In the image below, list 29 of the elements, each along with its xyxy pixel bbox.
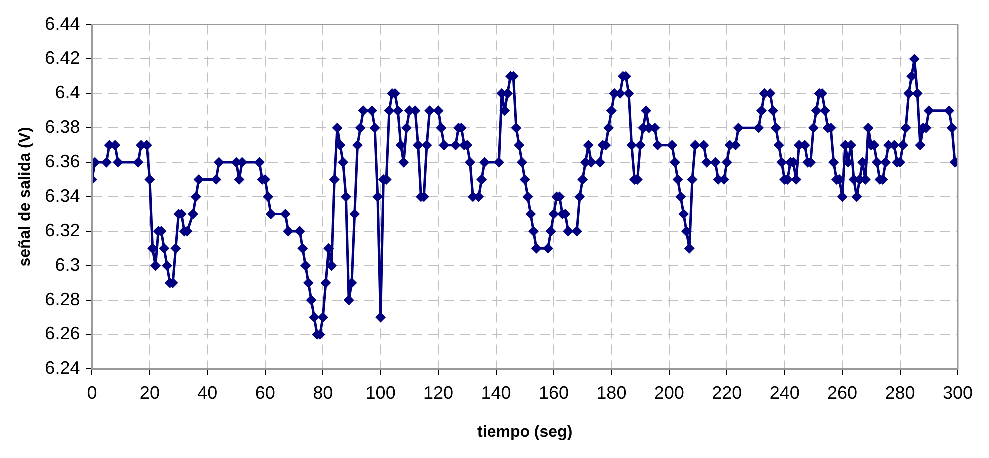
x-tick-label: 20 xyxy=(140,382,160,403)
y-tick-label: 6.42 xyxy=(45,48,80,68)
x-tick-label: 120 xyxy=(424,382,454,403)
y-tick-label: 6.44 xyxy=(45,14,80,34)
y-tick-label: 6.4 xyxy=(55,82,80,103)
x-tick-label: 0 xyxy=(87,382,98,403)
x-tick-label: 100 xyxy=(366,382,396,403)
x-tick-label: 200 xyxy=(654,382,684,403)
x-tick-label: 160 xyxy=(538,382,569,403)
y-tick-label: 6.36 xyxy=(45,152,80,172)
x-tick-label: 280 xyxy=(885,382,916,403)
x-tick-label: 220 xyxy=(712,382,742,403)
x-tick-label: 180 xyxy=(596,382,627,403)
x-axis-title: tiempo (seg) xyxy=(478,424,573,441)
x-tick-label: 80 xyxy=(313,382,334,403)
y-tick-label: 6.26 xyxy=(45,324,80,344)
x-tick-label: 60 xyxy=(255,382,276,403)
y-tick-label: 6.3 xyxy=(55,254,80,275)
y-axis-title: señal de salida (V) xyxy=(17,127,34,267)
y-tick-label: 6.32 xyxy=(45,220,80,240)
x-tick-label: 140 xyxy=(481,382,512,403)
x-tick-label: 300 xyxy=(942,382,974,403)
y-tick-label: 6.38 xyxy=(45,117,80,138)
y-tick-label: 6.34 xyxy=(45,186,80,206)
y-tick-label: 6.28 xyxy=(45,289,80,310)
x-tick-label: 260 xyxy=(828,382,858,403)
x-tick-label: 40 xyxy=(198,382,218,403)
x-tick-label: 240 xyxy=(770,382,800,403)
y-tick-label: 6.24 xyxy=(45,358,80,378)
